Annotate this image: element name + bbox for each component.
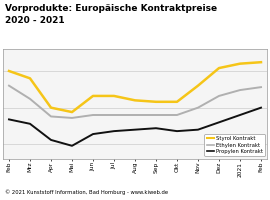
Text: © 2021 Kunststoff Information, Bad Homburg - www.kiweb.de: © 2021 Kunststoff Information, Bad Hombu…	[5, 190, 168, 195]
Legend: Styrol Kontrakt, Ethylen Kontrakt, Propylen Kontrakt: Styrol Kontrakt, Ethylen Kontrakt, Propy…	[204, 134, 265, 156]
Text: Vorprodukte: Europäische Kontraktpreise
2020 - 2021: Vorprodukte: Europäische Kontraktpreise …	[5, 4, 218, 25]
